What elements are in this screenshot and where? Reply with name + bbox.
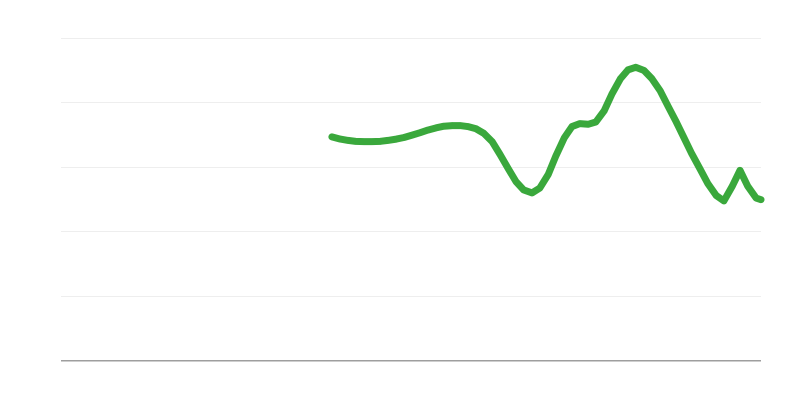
data-point[interactable] [328, 133, 336, 141]
data-point[interactable] [657, 87, 664, 95]
data-point[interactable] [505, 165, 512, 172]
data-point[interactable] [552, 152, 560, 160]
data-point[interactable] [352, 138, 359, 145]
data-point[interactable] [440, 123, 448, 130]
gridlines-group [61, 38, 761, 297]
data-point[interactable] [545, 171, 552, 178]
data-point[interactable] [736, 167, 744, 174]
data-point[interactable] [472, 125, 480, 132]
data-point[interactable] [664, 102, 672, 110]
data-point[interactable] [480, 130, 487, 137]
data-point[interactable] [528, 189, 536, 197]
data-point[interactable] [496, 151, 504, 158]
data-point[interactable] [408, 132, 415, 139]
data-point[interactable] [489, 138, 496, 145]
data-point[interactable] [568, 123, 576, 130]
data-series-group [328, 63, 765, 205]
data-point[interactable] [601, 107, 608, 114]
data-point[interactable] [632, 64, 639, 71]
data-point[interactable] [729, 182, 736, 190]
data-point[interactable] [424, 126, 431, 134]
data-point[interactable] [696, 165, 704, 173]
data-point[interactable] [368, 138, 375, 145]
data-point[interactable] [648, 75, 655, 82]
data-point[interactable] [752, 194, 760, 202]
data-point[interactable] [449, 122, 456, 129]
data-point[interactable] [400, 134, 408, 141]
data-point[interactable] [713, 192, 720, 199]
data-point[interactable] [393, 135, 400, 143]
data-point[interactable] [512, 178, 520, 185]
data-point[interactable] [464, 123, 471, 130]
data-point[interactable] [520, 186, 527, 194]
data-point[interactable] [608, 90, 616, 98]
data-point[interactable] [640, 67, 648, 74]
data-point[interactable] [360, 138, 368, 145]
data-point[interactable] [536, 184, 543, 192]
data-point[interactable] [584, 121, 592, 128]
data-point[interactable] [617, 75, 624, 83]
data-point[interactable] [673, 118, 680, 126]
data-point[interactable] [592, 118, 599, 126]
data-point[interactable] [704, 180, 711, 187]
data-point[interactable] [680, 134, 688, 142]
data-point[interactable] [744, 182, 751, 190]
data-point[interactable] [433, 124, 440, 132]
data-point[interactable] [337, 135, 344, 143]
data-point[interactable] [456, 122, 464, 129]
data-point[interactable] [624, 66, 632, 74]
data-point[interactable] [416, 129, 424, 136]
data-point[interactable] [757, 196, 765, 203]
data-point[interactable] [720, 197, 728, 205]
data-point[interactable] [688, 150, 695, 157]
data-point[interactable] [576, 120, 583, 127]
data-point[interactable] [377, 138, 384, 145]
data-point[interactable] [561, 134, 568, 142]
data-point[interactable] [384, 137, 392, 144]
data-point[interactable] [344, 137, 352, 144]
